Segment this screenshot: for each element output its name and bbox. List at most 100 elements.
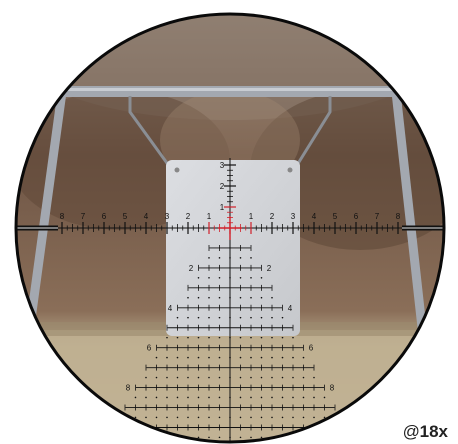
reticle-dot — [218, 436, 221, 439]
reticle-dot — [260, 436, 263, 439]
reticle-dot — [271, 356, 273, 359]
h-label: 1 — [249, 212, 254, 221]
reticle-dot — [134, 416, 137, 419]
reticle-dot — [260, 376, 263, 379]
reticle-dot — [176, 316, 179, 319]
reticle-dot — [260, 316, 263, 319]
reticle-dot — [260, 396, 263, 399]
tree-label-right: 4 — [288, 304, 293, 313]
reticle-dot — [197, 416, 200, 419]
reticle-dot — [218, 276, 221, 279]
chains — [128, 96, 332, 171]
reticle-dot — [271, 376, 273, 379]
reticle-dot — [239, 257, 242, 259]
reticle-dot — [166, 416, 168, 419]
reticle-dot — [239, 396, 242, 399]
v-label: 3 — [220, 161, 225, 170]
h-label: 3 — [291, 212, 296, 221]
h-label: 5 — [333, 212, 338, 221]
reticle-dot — [292, 376, 294, 379]
reticle-dot — [134, 396, 137, 399]
reticle-dot — [323, 416, 326, 419]
reticle-dot — [281, 376, 284, 379]
tree-label-left: 2 — [189, 264, 194, 273]
reticle-dot — [208, 396, 210, 399]
reticle-dot — [187, 356, 189, 359]
reticle-dot — [155, 416, 158, 419]
h-label: 4 — [144, 212, 149, 221]
reticle-dot — [229, 276, 231, 279]
reticle-dot — [229, 356, 231, 359]
reticle-dot — [176, 356, 179, 359]
reticle-dot — [313, 396, 315, 399]
reticle-dot — [208, 376, 210, 379]
reticle-dot — [166, 336, 168, 339]
reticle-dot — [271, 296, 273, 299]
tree-label-right: 2 — [267, 264, 272, 273]
reticle-dot — [208, 336, 210, 339]
reticle-dot — [313, 416, 315, 419]
reticle-dot — [281, 316, 284, 319]
reticle-dot — [281, 416, 284, 419]
tree-label-right: 8 — [330, 384, 335, 393]
reticle-dot — [187, 316, 189, 319]
h-label: 5 — [123, 212, 128, 221]
reticle-dot — [187, 336, 189, 339]
reticle-dot — [155, 356, 158, 359]
reticle-dot — [271, 416, 273, 419]
reticle-dot — [281, 336, 284, 339]
reticle-dot — [239, 356, 242, 359]
reticle-dot — [250, 376, 252, 379]
reticle-dot — [250, 336, 252, 339]
reticle-dot — [281, 356, 284, 359]
reticle-dot — [155, 396, 158, 399]
reticle-dot — [250, 316, 252, 319]
reticle-dot — [260, 336, 263, 339]
reticle-dot — [208, 416, 210, 419]
reticle-dot — [260, 356, 263, 359]
reticle-dot — [292, 336, 294, 339]
reticle-dot — [187, 376, 189, 379]
reticle-dot — [218, 356, 221, 359]
reticle-dot — [176, 336, 179, 339]
reticle-dot — [239, 276, 242, 279]
frame-top-bar — [58, 86, 398, 97]
reticle-dot — [260, 276, 263, 279]
reticle-dot — [218, 376, 221, 379]
reticle-dot — [218, 336, 221, 339]
h-label: 6 — [102, 212, 107, 221]
reticle-dot — [208, 316, 210, 319]
reticle-dot — [239, 316, 242, 319]
reticle-dot — [302, 376, 305, 379]
reticle-dot — [197, 376, 200, 379]
magnification-label: @18x — [402, 422, 448, 441]
reticle-dot — [229, 316, 231, 319]
reticle-dot — [271, 336, 273, 339]
reticle-dot — [176, 416, 179, 419]
reticle-dot — [271, 396, 273, 399]
reticle-dot — [187, 396, 189, 399]
reticle-dot — [239, 376, 242, 379]
lens-edge — [14, 12, 446, 444]
reticle-dot — [281, 396, 284, 399]
reticle-dot — [197, 316, 200, 319]
reticle-dot — [176, 376, 179, 379]
reticle-dot — [271, 316, 273, 319]
reticle-dot — [145, 396, 147, 399]
reticle-dot — [239, 336, 242, 339]
reticle-dot — [229, 257, 231, 259]
tree-label-left: 8 — [126, 384, 131, 393]
reticle-dot — [260, 296, 263, 299]
reticle-dot — [197, 336, 200, 339]
h-label: 8 — [396, 212, 401, 221]
reticle-dot — [229, 376, 231, 379]
reticle-dot — [208, 296, 210, 299]
reticle-dot — [229, 336, 231, 339]
h-label: 1 — [207, 212, 212, 221]
reticle-dot — [208, 276, 210, 279]
h-label: 2 — [270, 212, 275, 221]
reticle-dot — [208, 257, 210, 259]
h-label: 4 — [312, 212, 317, 221]
reticle-dot — [166, 396, 168, 399]
reticle-dot — [323, 396, 326, 399]
